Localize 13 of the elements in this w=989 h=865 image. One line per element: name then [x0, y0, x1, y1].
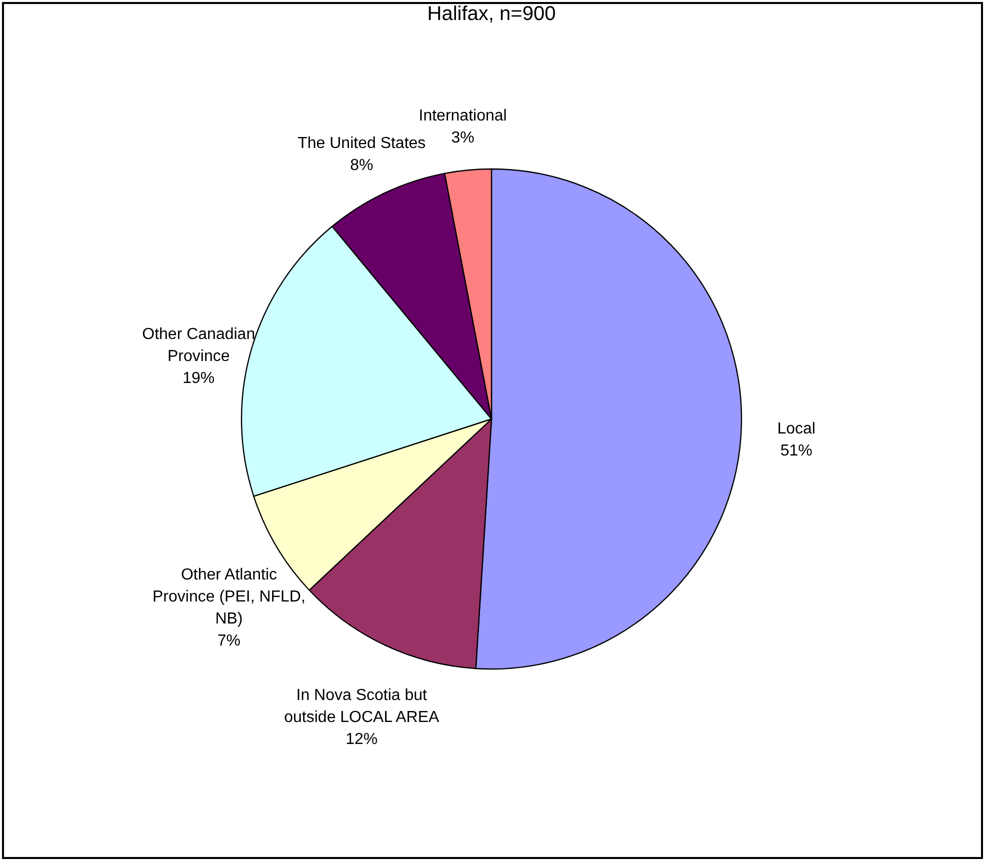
slice-label: Other Canadian Province: [142, 326, 256, 365]
slice-label: International: [418, 107, 507, 124]
data-label: 12%: [346, 730, 378, 748]
slice-label: Local: [777, 420, 816, 438]
data-label: 19%: [182, 370, 215, 387]
slice-label: Other Atlantic Province (PEI, NFLD, NB): [152, 566, 306, 628]
data-label: 51%: [780, 442, 812, 460]
data-label: 3%: [451, 129, 474, 146]
chart-title: Halifax, n=900: [427, 3, 556, 25]
data-label: 8%: [350, 157, 374, 174]
slice-label: The United States: [298, 135, 426, 152]
data-label: 7%: [217, 632, 241, 650]
slice-label: In Nova Scotia but outside LOCAL AREA: [284, 686, 440, 726]
